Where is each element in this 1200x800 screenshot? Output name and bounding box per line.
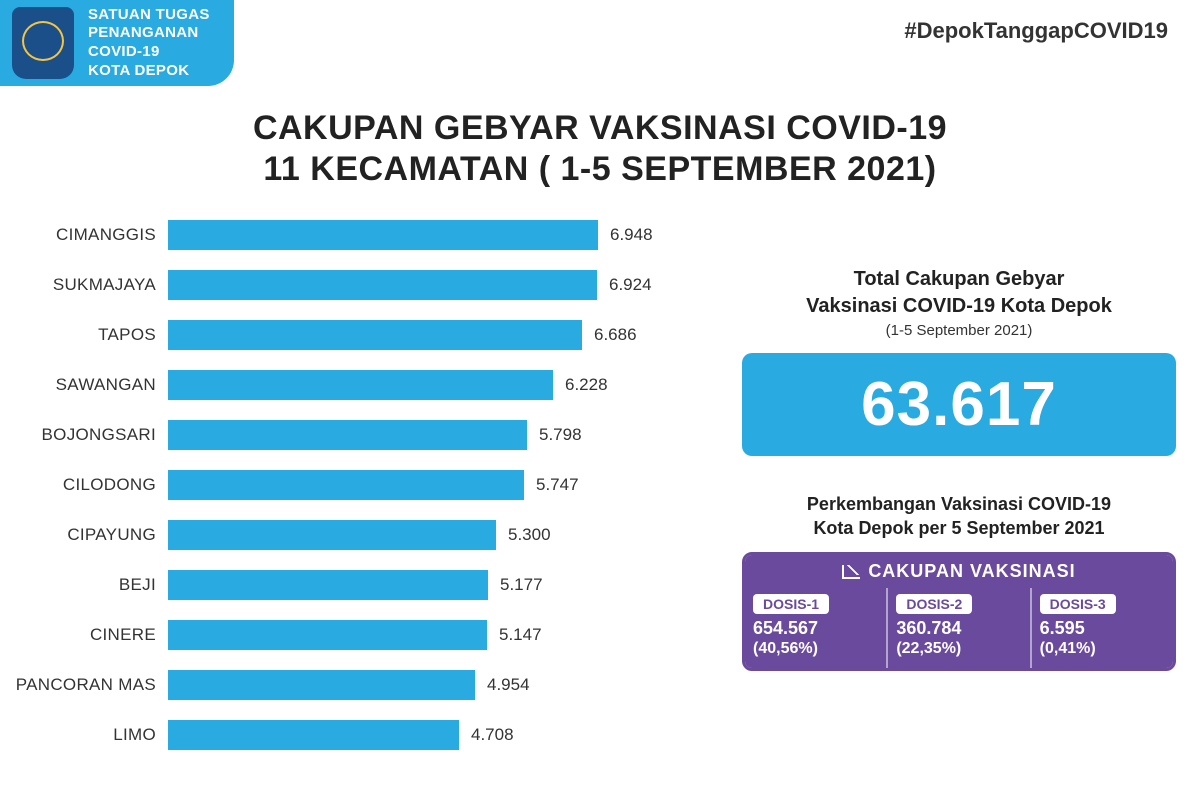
bar-value: 5.747 (536, 475, 579, 495)
bar-row: LIMO 4.708 (8, 710, 728, 760)
bar-track: 5.798 (168, 420, 728, 450)
org-line: COVID-19 (88, 43, 210, 62)
org-line: SATUAN TUGAS (88, 6, 210, 25)
dose-cell: DOSIS-3 6.595(0,41%) (1032, 588, 1173, 668)
bar-track: 5.747 (168, 470, 728, 500)
bar-fill (168, 370, 553, 400)
bar-value: 4.954 (487, 675, 530, 695)
bar-value: 5.300 (508, 525, 551, 545)
bar-row: TAPOS 6.686 (8, 310, 728, 360)
total-heading: Total Cakupan Gebyar Vaksinasi COVID-19 … (742, 266, 1176, 320)
dose-percent: (22,35%) (896, 640, 1021, 658)
bar-track: 5.147 (168, 620, 728, 650)
bar-fill (168, 220, 598, 250)
bar-value: 6.686 (594, 325, 637, 345)
dose-tag: DOSIS-3 (1040, 594, 1116, 614)
bar-row: CIPAYUNG 5.300 (8, 510, 728, 560)
org-line: PENANGANAN (88, 24, 210, 43)
progress-heading-l2: Kota Depok per 5 September 2021 (742, 516, 1176, 540)
bar-fill (168, 670, 475, 700)
dose-coverage-box: CAKUPAN VAKSINASI DOSIS-1 654.567(40,56%)… (742, 552, 1176, 671)
bar-fill (168, 620, 487, 650)
bar-track: 4.708 (168, 720, 728, 750)
bar-row: PANCORAN MAS 4.954 (8, 660, 728, 710)
bar-label: BOJONGSARI (8, 425, 168, 445)
total-subheading: (1-5 September 2021) (742, 322, 1176, 339)
progress-heading-l1: Perkembangan Vaksinasi COVID-19 (742, 492, 1176, 516)
bar-label: LIMO (8, 725, 168, 745)
bar-track: 6.686 (168, 320, 728, 350)
org-name: SATUAN TUGAS PENANGANAN COVID-19 KOTA DE… (88, 6, 210, 81)
bar-track: 4.954 (168, 670, 728, 700)
bar-value: 6.228 (565, 375, 608, 395)
bar-track: 6.924 (168, 270, 728, 300)
bar-label: CIMANGGIS (8, 225, 168, 245)
progress-heading: Perkembangan Vaksinasi COVID-19 Kota Dep… (742, 492, 1176, 541)
bar-label: CINERE (8, 625, 168, 645)
dose-box-title-text: CAKUPAN VAKSINASI (868, 561, 1075, 582)
bar-chart: CIMANGGIS 6.948 SUKMAJAYA 6.924 TAPOS 6.686 SA… (8, 210, 728, 760)
bar-track: 5.177 (168, 570, 728, 600)
bar-value: 5.177 (500, 575, 543, 595)
bar-label: CILODONG (8, 475, 168, 495)
bar-row: CILODONG 5.747 (8, 460, 728, 510)
bar-value: 6.924 (609, 275, 652, 295)
bar-row: BOJONGSARI 5.798 (8, 410, 728, 460)
dose-box-title: CAKUPAN VAKSINASI (745, 555, 1173, 588)
bar-label: PANCORAN MAS (8, 675, 168, 695)
bar-value: 5.147 (499, 625, 542, 645)
total-value: 63.617 (742, 353, 1176, 456)
bar-track: 6.948 (168, 220, 728, 250)
title-line-1: CAKUPAN GEBYAR VAKSINASI COVID-19 (0, 108, 1200, 149)
dose-cell: DOSIS-1 654.567(40,56%) (745, 588, 888, 668)
total-heading-l1: Total Cakupan Gebyar (742, 266, 1176, 293)
bar-value: 4.708 (471, 725, 514, 745)
header: SATUAN TUGAS PENANGANAN COVID-19 KOTA DE… (0, 0, 1200, 90)
bar-fill (168, 520, 496, 550)
chart-up-icon (842, 565, 860, 579)
bar-label: BEJI (8, 575, 168, 595)
hashtag: #DepokTanggapCOVID19 (904, 18, 1168, 44)
content-row: CIMANGGIS 6.948 SUKMAJAYA 6.924 TAPOS 6.686 SA… (0, 210, 1200, 760)
bar-track: 6.228 (168, 370, 728, 400)
bar-value: 5.798 (539, 425, 582, 445)
city-logo-icon (12, 7, 74, 79)
org-badge: SATUAN TUGAS PENANGANAN COVID-19 KOTA DE… (0, 0, 234, 86)
bar-row: SAWANGAN 6.228 (8, 360, 728, 410)
bar-row: CINERE 5.147 (8, 610, 728, 660)
bar-row: CIMANGGIS 6.948 (8, 210, 728, 260)
bar-value: 6.948 (610, 225, 653, 245)
bar-fill (168, 470, 524, 500)
dose-value: 6.595 (1040, 618, 1165, 640)
dose-percent: (40,56%) (753, 640, 878, 658)
bar-fill (168, 320, 582, 350)
bar-track: 5.300 (168, 520, 728, 550)
bar-label: TAPOS (8, 325, 168, 345)
dose-cell: DOSIS-2 360.784(22,35%) (888, 588, 1031, 668)
dose-value: 654.567 (753, 618, 878, 640)
title-line-2: 11 KECAMATAN ( 1-5 SEPTEMBER 2021) (0, 149, 1200, 190)
dose-percent: (0,41%) (1040, 640, 1165, 658)
bar-label: SAWANGAN (8, 375, 168, 395)
dose-grid: DOSIS-1 654.567(40,56%) DOSIS-2 360.784(22,… (745, 588, 1173, 668)
main-title: CAKUPAN GEBYAR VAKSINASI COVID-19 11 KEC… (0, 108, 1200, 190)
bar-label: SUKMAJAYA (8, 275, 168, 295)
bar-fill (168, 570, 488, 600)
dose-tag: DOSIS-1 (753, 594, 829, 614)
bar-row: BEJI 5.177 (8, 560, 728, 610)
dose-value: 360.784 (896, 618, 1021, 640)
bar-fill (168, 720, 459, 750)
bar-fill (168, 420, 527, 450)
total-heading-l2: Vaksinasi COVID-19 Kota Depok (742, 293, 1176, 320)
bar-fill (168, 270, 597, 300)
side-panel: Total Cakupan Gebyar Vaksinasi COVID-19 … (728, 210, 1176, 760)
bar-label: CIPAYUNG (8, 525, 168, 545)
dose-tag: DOSIS-2 (896, 594, 972, 614)
org-line: KOTA DEPOK (88, 62, 210, 81)
bar-row: SUKMAJAYA 6.924 (8, 260, 728, 310)
